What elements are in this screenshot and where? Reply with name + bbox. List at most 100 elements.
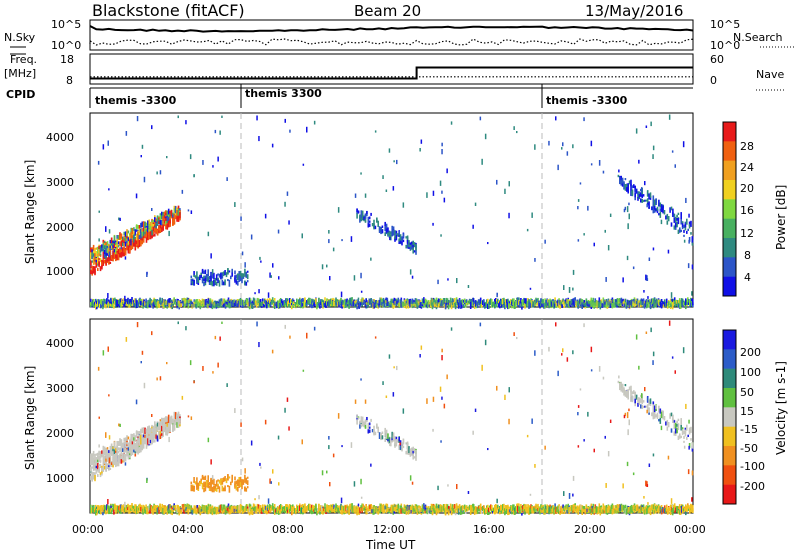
power-point xyxy=(662,303,665,308)
power-point xyxy=(652,208,655,214)
power-point xyxy=(268,298,271,304)
velocity-point xyxy=(638,400,641,404)
velocity-point xyxy=(225,507,228,510)
power-point xyxy=(217,277,219,281)
power-point xyxy=(284,118,286,123)
velocity-point xyxy=(673,431,676,436)
power-point xyxy=(376,219,378,223)
velocity-point xyxy=(218,486,221,493)
power-point xyxy=(413,302,416,306)
power-point xyxy=(340,291,343,298)
power-point xyxy=(198,299,201,303)
velocity-point xyxy=(162,418,164,423)
power-point xyxy=(272,302,275,307)
power-point xyxy=(276,301,279,308)
velocity-point xyxy=(221,508,224,512)
power-point xyxy=(136,302,138,308)
power-point xyxy=(382,297,385,305)
power-point xyxy=(395,230,398,234)
power-point xyxy=(343,302,345,308)
power-point xyxy=(673,300,676,304)
velocity-point xyxy=(310,510,312,514)
velocity-point xyxy=(677,435,680,440)
velocity-point xyxy=(278,505,281,510)
power-point xyxy=(385,303,388,308)
velocity-point xyxy=(691,445,694,452)
power-point xyxy=(504,302,506,306)
power-point xyxy=(222,300,225,307)
power-point xyxy=(565,300,567,306)
power-point xyxy=(678,301,681,309)
velocity-point xyxy=(246,506,249,509)
velocity-point xyxy=(97,452,99,460)
velocity-point xyxy=(122,459,124,463)
power-point xyxy=(184,301,187,307)
velocity-point xyxy=(329,509,331,513)
velocity-point xyxy=(310,506,312,514)
velocity-point xyxy=(683,440,685,443)
velocity-point xyxy=(215,507,218,514)
velocity-point xyxy=(166,505,168,512)
velocity-point xyxy=(239,504,242,511)
power-point xyxy=(167,222,170,228)
power-point xyxy=(178,302,180,308)
power-point xyxy=(112,240,114,243)
velocity-point xyxy=(105,465,107,472)
velocity-point xyxy=(138,505,140,508)
power-point xyxy=(363,302,365,305)
velocity-point xyxy=(102,457,105,465)
velocity-point xyxy=(659,414,662,418)
power-point xyxy=(652,247,655,251)
power-point xyxy=(684,301,686,305)
power-point xyxy=(361,210,364,218)
velocity-point xyxy=(277,509,280,515)
power-point xyxy=(428,304,431,307)
power-point xyxy=(141,221,144,228)
power-point xyxy=(246,280,249,283)
power-point xyxy=(412,247,414,254)
power-point xyxy=(90,303,92,308)
velocity-point xyxy=(653,405,656,413)
power-point xyxy=(342,301,344,305)
power-point xyxy=(545,299,547,303)
power-point xyxy=(218,299,221,306)
velocity-point xyxy=(164,506,166,513)
velocity-point xyxy=(100,509,102,515)
power-point xyxy=(653,205,656,212)
power-point xyxy=(402,303,405,307)
power-point xyxy=(617,299,620,306)
power-point xyxy=(602,170,605,174)
power-point xyxy=(505,301,507,308)
power-point xyxy=(101,247,103,252)
power-point xyxy=(628,300,631,306)
power-point xyxy=(673,304,676,307)
velocity-point xyxy=(90,509,92,514)
power-point xyxy=(628,202,630,206)
velocity-point xyxy=(196,505,199,509)
velocity-point xyxy=(683,430,685,435)
power-point xyxy=(487,300,489,304)
power-point xyxy=(211,272,214,279)
power-point xyxy=(151,300,153,304)
power-point xyxy=(161,297,163,305)
velocity-point xyxy=(352,507,354,513)
power-point xyxy=(113,239,116,246)
velocity-point xyxy=(286,506,288,512)
velocity-point xyxy=(120,451,123,456)
power-point xyxy=(686,230,688,234)
velocity-point xyxy=(291,509,293,512)
velocity-point xyxy=(203,487,205,493)
power-point xyxy=(119,298,121,306)
velocity-point xyxy=(140,446,142,453)
power-point xyxy=(640,301,643,306)
velocity-point xyxy=(660,411,663,419)
power-point xyxy=(458,299,461,305)
power-point xyxy=(511,303,513,309)
velocity-point xyxy=(142,439,145,446)
velocity-point xyxy=(686,424,688,431)
power-point xyxy=(662,205,664,208)
velocity-point xyxy=(98,505,100,511)
power-point xyxy=(684,221,687,225)
velocity-point xyxy=(132,505,134,509)
power-point xyxy=(389,302,392,305)
